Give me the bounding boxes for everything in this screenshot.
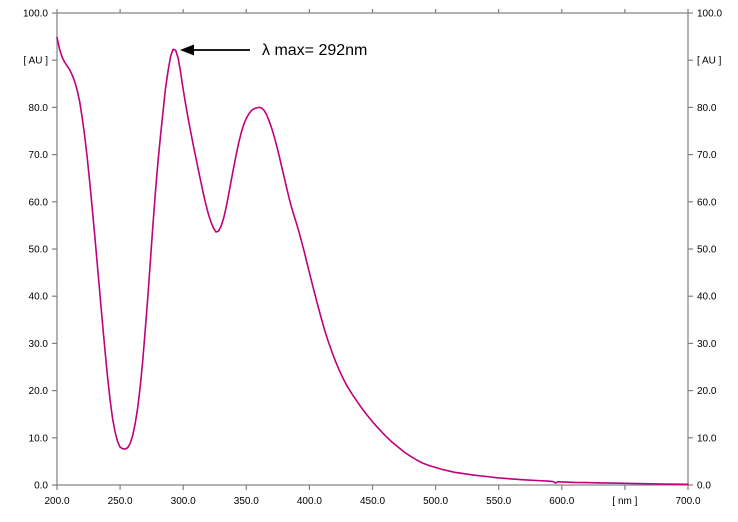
x-axis-tick-label: 450.0 [360,496,385,507]
y-axis-tick-label: 30.0 [29,339,49,350]
y-axis-tick-label: [ AU ] [24,56,49,67]
x-axis-tick-label: 300.0 [171,496,196,507]
y-axis-tick-label: 10.0 [697,433,717,444]
y-axis-tick-label: 20.0 [29,386,49,397]
y-axis-tick-label: 60.0 [29,197,49,208]
y-axis-left-ticks [52,12,57,486]
x-axis-tick-label: 350.0 [234,496,259,507]
y-axis-tick-label: 50.0 [697,245,717,256]
y-axis-tick-label: 100.0 [697,9,722,20]
lambda-max-label: λ max= 292nm [262,42,367,59]
y-axis-right-labels: 0.0 10.0 20.0 30.0 40.0 50.0 60.0 70.0 80.0 [ AU … [697,9,722,492]
x-axis-tick-label: 250.0 [108,496,133,507]
x-axis-tick-label: 400.0 [297,496,322,507]
y-axis-tick-label: 0.0 [34,481,48,492]
x-axis-bottom-ticks [56,485,689,490]
x-axis-tick-label: 200.0 [44,496,69,507]
y-axis-tick-label: [ AU ] [697,56,722,67]
x-axis-top-ticks [56,9,689,13]
y-axis-tick-label: 80.0 [697,103,717,114]
x-axis-tick-label: 550.0 [486,496,511,507]
y-axis-tick-label: 70.0 [29,150,49,161]
y-axis-tick-label: 50.0 [29,245,49,256]
x-axis-tick-label: 700.0 [675,496,700,507]
x-axis-tick-label: 600.0 [549,496,574,507]
x-axis-tick-label: 500.0 [423,496,448,507]
x-axis-bottom-labels: 200.0 250.0 300.0 350.0 400.0 450.0 500.0 550.0… [44,496,700,507]
annotation-arrowhead-icon [180,44,194,56]
y-axis-tick-label: 40.0 [697,292,717,303]
absorbance-spectrum-curve [56,36,689,486]
y-axis-right-ticks [688,12,693,486]
x-axis-tick-label: [ nm ] [612,496,637,507]
y-axis-tick-label: 60.0 [697,197,717,208]
y-axis-tick-label: 20.0 [697,386,717,397]
y-axis-tick-label: 40.0 [29,292,49,303]
y-axis-left-labels: 0.0 10.0 20.0 30.0 40.0 50.0 60.0 70.0 80.0 [ AU … [23,9,48,492]
y-axis-tick-label: 30.0 [697,339,717,350]
lambda-max-annotation: λ max= 292nm [180,42,367,59]
y-axis-tick-label: 80.0 [29,103,49,114]
y-axis-tick-label: 100.0 [23,9,48,20]
y-axis-tick-label: 0.0 [697,481,711,492]
y-axis-tick-label: 70.0 [697,150,717,161]
y-axis-tick-label: 10.0 [29,433,49,444]
